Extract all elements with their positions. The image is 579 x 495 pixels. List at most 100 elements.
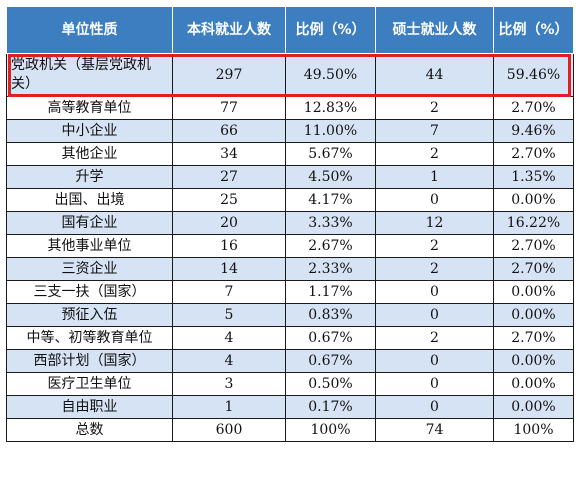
master-ratio-cell: 2.70% <box>493 142 574 166</box>
master-count-cell: 7 <box>375 119 494 143</box>
master-ratio-cell: 9.46% <box>493 119 574 143</box>
employment-table-container: 单位性质 本科就业人数 比例（%） 硕士就业人数 比例（%） 党政机关（基层党政… <box>6 6 574 442</box>
undergrad-count-cell: 1 <box>172 395 286 419</box>
table-header-row: 单位性质 本科就业人数 比例（%） 硕士就业人数 比例（%） <box>6 6 574 54</box>
table-row: 中等、初等教育单位 4 0.67% 2 2.70% <box>6 326 574 350</box>
employment-table: 单位性质 本科就业人数 比例（%） 硕士就业人数 比例（%） 党政机关（基层党政… <box>6 6 574 442</box>
master-count-cell: 0 <box>375 280 494 304</box>
unit-type-cell: 中小企业 <box>6 119 173 143</box>
unit-type-cell: 预征入伍 <box>6 303 173 327</box>
header-master-ratio: 比例（%） <box>493 6 574 54</box>
table-row: 中小企业 66 11.00% 7 9.46% <box>6 119 574 143</box>
header-master-count: 硕士就业人数 <box>375 6 494 54</box>
master-ratio-cell: 16.22% <box>493 211 574 235</box>
table-row: 预征入伍 5 0.83% 0 0.00% <box>6 303 574 327</box>
master-ratio-cell: 0.00% <box>493 303 574 327</box>
master-count-cell: 0 <box>375 349 494 373</box>
undergrad-ratio-cell: 3.33% <box>285 211 376 235</box>
undergrad-ratio-cell: 1.17% <box>285 280 376 304</box>
undergrad-ratio-cell: 49.50% <box>285 53 376 97</box>
undergrad-count-cell: 20 <box>172 211 286 235</box>
table-row: 党政机关（基层党政机关） 297 49.50% 44 59.46% <box>6 53 574 97</box>
undergrad-count-cell: 3 <box>172 372 286 396</box>
unit-type-cell: 高等教育单位 <box>6 96 173 120</box>
undergrad-ratio-cell: 11.00% <box>285 119 376 143</box>
table-row: 升学 27 4.50% 1 1.35% <box>6 165 574 189</box>
table-row: 自由职业 1 0.17% 0 0.00% <box>6 395 574 419</box>
table-row: 出国、出境 25 4.17% 0 0.00% <box>6 188 574 212</box>
master-ratio-cell: 1.35% <box>493 165 574 189</box>
table-body: 党政机关（基层党政机关） 297 49.50% 44 59.46% 高等教育单位 77 12.… <box>6 53 574 442</box>
unit-type-cell: 中等、初等教育单位 <box>6 326 173 350</box>
master-ratio-cell: 0.00% <box>493 188 574 212</box>
unit-type-cell: 升学 <box>6 165 173 189</box>
undergrad-ratio-cell: 4.50% <box>285 165 376 189</box>
master-count-cell: 0 <box>375 303 494 327</box>
master-count-cell: 2 <box>375 257 494 281</box>
unit-type-cell: 西部计划（国家） <box>6 349 173 373</box>
master-count-cell: 74 <box>375 418 494 442</box>
master-ratio-cell: 2.70% <box>493 234 574 258</box>
unit-type-cell: 三资企业 <box>6 257 173 281</box>
master-count-cell: 2 <box>375 234 494 258</box>
master-count-cell: 2 <box>375 142 494 166</box>
undergrad-count-cell: 27 <box>172 165 286 189</box>
undergrad-ratio-cell: 0.50% <box>285 372 376 396</box>
unit-type-cell: 医疗卫生单位 <box>6 372 173 396</box>
undergrad-ratio-cell: 2.33% <box>285 257 376 281</box>
table-row: 三支一扶（国家） 7 1.17% 0 0.00% <box>6 280 574 304</box>
master-count-cell: 0 <box>375 395 494 419</box>
undergrad-ratio-cell: 4.17% <box>285 188 376 212</box>
undergrad-count-cell: 297 <box>172 53 286 97</box>
undergrad-count-cell: 34 <box>172 142 286 166</box>
table-row: 国有企业 20 3.33% 12 16.22% <box>6 211 574 235</box>
undergrad-count-cell: 7 <box>172 280 286 304</box>
table-row: 西部计划（国家） 4 0.67% 0 0.00% <box>6 349 574 373</box>
unit-type-cell: 自由职业 <box>6 395 173 419</box>
master-ratio-cell: 2.70% <box>493 326 574 350</box>
undergrad-count-cell: 77 <box>172 96 286 120</box>
table-row: 高等教育单位 77 12.83% 2 2.70% <box>6 96 574 120</box>
unit-type-cell: 三支一扶（国家） <box>6 280 173 304</box>
undergrad-ratio-cell: 0.83% <box>285 303 376 327</box>
header-unit-type: 单位性质 <box>6 6 173 54</box>
undergrad-ratio-cell: 12.83% <box>285 96 376 120</box>
master-count-cell: 1 <box>375 165 494 189</box>
undergrad-ratio-cell: 5.67% <box>285 142 376 166</box>
master-ratio-cell: 0.00% <box>493 395 574 419</box>
master-ratio-cell: 0.00% <box>493 349 574 373</box>
undergrad-count-cell: 4 <box>172 349 286 373</box>
unit-type-cell: 出国、出境 <box>6 188 173 212</box>
undergrad-count-cell: 66 <box>172 119 286 143</box>
header-undergrad-ratio: 比例（%） <box>285 6 376 54</box>
master-ratio-cell: 59.46% <box>493 53 574 97</box>
table-row: 三资企业 14 2.33% 2 2.70% <box>6 257 574 281</box>
undergrad-count-cell: 4 <box>172 326 286 350</box>
master-ratio-cell: 0.00% <box>493 372 574 396</box>
undergrad-ratio-cell: 0.67% <box>285 349 376 373</box>
master-count-cell: 2 <box>375 96 494 120</box>
unit-type-cell: 其他事业单位 <box>6 234 173 258</box>
undergrad-count-cell: 25 <box>172 188 286 212</box>
master-ratio-cell: 0.00% <box>493 280 574 304</box>
master-count-cell: 0 <box>375 188 494 212</box>
undergrad-ratio-cell: 100% <box>285 418 376 442</box>
unit-type-cell: 其他企业 <box>6 142 173 166</box>
undergrad-ratio-cell: 0.67% <box>285 326 376 350</box>
unit-type-cell: 国有企业 <box>6 211 173 235</box>
undergrad-count-cell: 16 <box>172 234 286 258</box>
unit-type-cell: 党政机关（基层党政机关） <box>6 53 173 97</box>
master-ratio-cell: 2.70% <box>493 96 574 120</box>
master-ratio-cell: 100% <box>493 418 574 442</box>
undergrad-count-cell: 5 <box>172 303 286 327</box>
master-count-cell: 12 <box>375 211 494 235</box>
table-row: 医疗卫生单位 3 0.50% 0 0.00% <box>6 372 574 396</box>
header-undergrad-count: 本科就业人数 <box>172 6 286 54</box>
master-ratio-cell: 2.70% <box>493 257 574 281</box>
undergrad-count-cell: 14 <box>172 257 286 281</box>
undergrad-ratio-cell: 2.67% <box>285 234 376 258</box>
undergrad-count-cell: 600 <box>172 418 286 442</box>
master-count-cell: 44 <box>375 53 494 97</box>
table-row: 其他企业 34 5.67% 2 2.70% <box>6 142 574 166</box>
table-row: 其他事业单位 16 2.67% 2 2.70% <box>6 234 574 258</box>
